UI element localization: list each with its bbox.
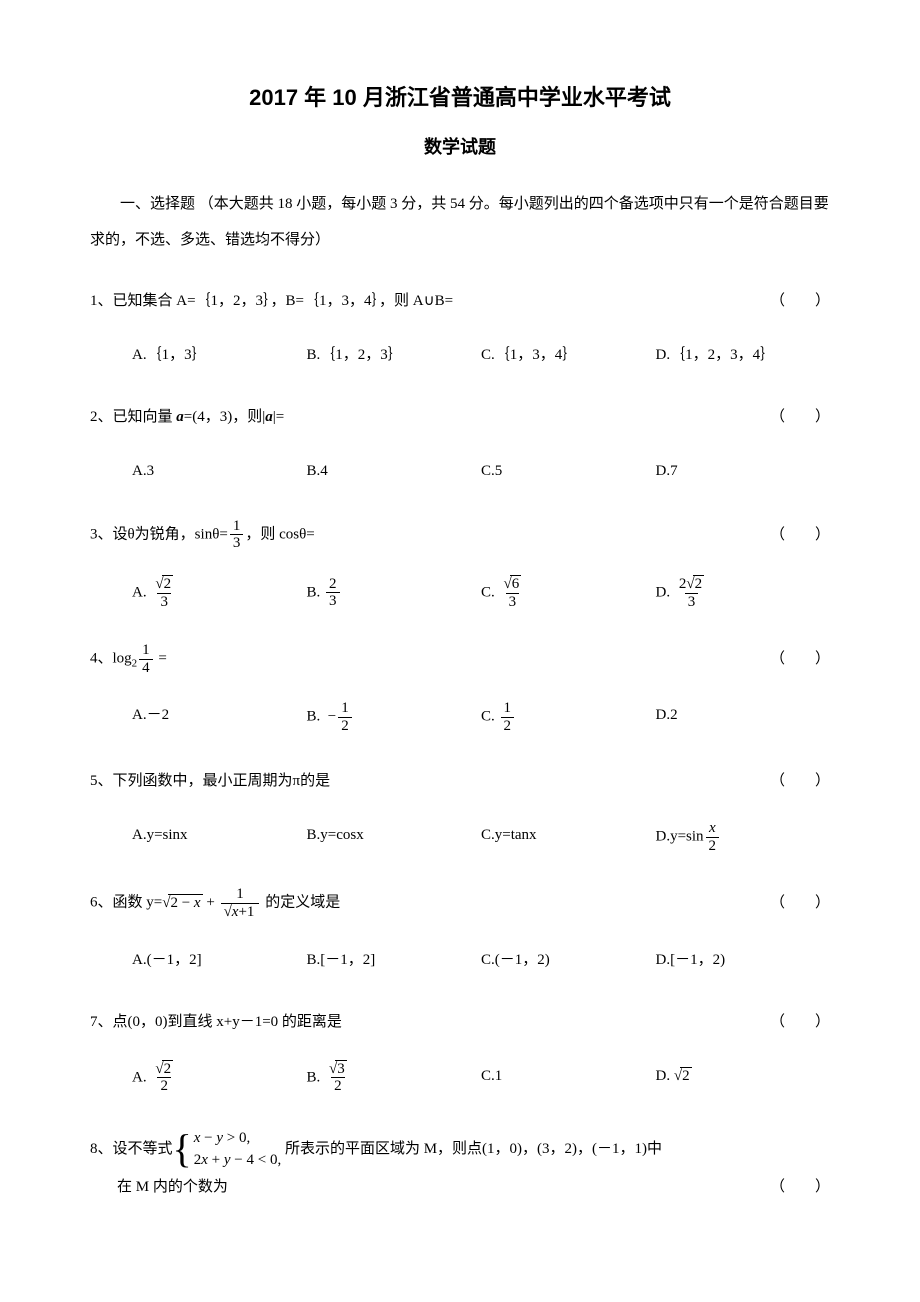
answer-paren: （ ） <box>750 766 830 796</box>
option-C: C.y=tanx <box>481 820 656 854</box>
option-B: B.y=cosx <box>307 820 482 854</box>
question-stem: 4、log214 =（ ） <box>90 642 830 676</box>
answer-paren: （ ） <box>750 888 830 918</box>
option-D: D.y=sinx2 <box>656 820 831 854</box>
question-stem: 6、函数 y=2 − x + 1x+1 的定义域是（ ） <box>90 886 830 920</box>
options-row: A.－2B. −12C. 12D.2 <box>90 700 830 734</box>
option-D: D. 223 <box>656 576 831 610</box>
question-text: 6、函数 y=2 − x + 1x+1 的定义域是 <box>90 886 750 920</box>
options-row: A.y=sinxB.y=cosxC.y=tanxD.y=sinx2 <box>90 820 830 854</box>
option-A: A.3 <box>132 456 307 486</box>
continuation-text: 在 M 内的个数为 <box>117 1172 750 1202</box>
exam-subtitle: 数学试题 <box>90 133 830 162</box>
option-C: C. 12 <box>481 700 656 734</box>
options-row: A.｛1，3｝B.｛1，2，3｝C.｛1，3，4｝D.｛1，2，3，4｝ <box>90 340 830 370</box>
option-B: B. 32 <box>307 1061 482 1095</box>
option-A: A.(－1，2] <box>132 945 307 975</box>
question-5: 5、下列函数中，最小正周期为π的是（ ） A.y=sinxB.y=cosxC.y=… <box>90 766 830 854</box>
exam-title: 2017 年 10 月浙江省普通高中学业水平考试 <box>90 80 830 115</box>
option-C: C.(－1，2) <box>481 945 656 975</box>
question-continuation: 在 M 内的个数为（ ） <box>90 1172 830 1202</box>
answer-paren: （ ） <box>750 644 830 674</box>
question-3: 3、设θ为锐角，sinθ=13，则 cosθ=（ ） A. 23B. 23C. 6… <box>90 518 830 610</box>
option-C: C. 63 <box>481 576 656 610</box>
option-B: B.[－1，2] <box>307 945 482 975</box>
option-A: A.｛1，3｝ <box>132 340 307 370</box>
question-text: 5、下列函数中，最小正周期为π的是 <box>90 766 750 796</box>
option-B: B. 23 <box>307 576 482 610</box>
question-text: 7、点(0，0)到直线 x+y－1=0 的距离是 <box>90 1007 750 1037</box>
question-stem: 8、设不等式{x − y > 0,2x + y − 4 < 0, 所表示的平面区… <box>90 1127 830 1172</box>
option-C: C.1 <box>481 1061 656 1095</box>
question-text: 2、已知向量 a=(4，3)，则|a|= <box>90 402 750 432</box>
option-D: D. 2 <box>656 1061 831 1095</box>
option-D: D.2 <box>656 700 831 734</box>
question-text: 4、log214 = <box>90 642 750 676</box>
option-B: B. −12 <box>307 700 482 734</box>
option-B: B.｛1，2，3｝ <box>307 340 482 370</box>
option-A: A.－2 <box>132 700 307 734</box>
question-text: 1、已知集合 A=｛1，2，3｝，B=｛1，3，4｝，则 A∪B= <box>90 286 750 316</box>
options-row: A. 23B. 23C. 63D. 223 <box>90 576 830 610</box>
question-8: 8、设不等式{x − y > 0,2x + y − 4 < 0, 所表示的平面区… <box>90 1127 830 1202</box>
question-2: 2、已知向量 a=(4，3)，则|a|=（ ） A.3B.4C.5D.7 <box>90 402 830 486</box>
answer-paren: （ ） <box>750 1172 830 1202</box>
options-row: A. 22B. 32C.1D. 2 <box>90 1061 830 1095</box>
question-stem: 1、已知集合 A=｛1，2，3｝，B=｛1，3，4｝，则 A∪B=（ ） <box>90 286 830 316</box>
answer-paren: （ ） <box>750 286 830 316</box>
options-row: A.(－1，2]B.[－1，2]C.(－1，2)D.[－1，2) <box>90 945 830 975</box>
answer-paren: （ ） <box>750 1007 830 1037</box>
question-6: 6、函数 y=2 − x + 1x+1 的定义域是（ ） A.(－1，2]B.[－… <box>90 886 830 974</box>
option-D: D.｛1，2，3，4｝ <box>656 340 831 370</box>
questions-container: 1、已知集合 A=｛1，2，3｝，B=｛1，3，4｝，则 A∪B=（ ）A.｛1… <box>90 286 830 1202</box>
question-stem: 7、点(0，0)到直线 x+y－1=0 的距离是（ ） <box>90 1007 830 1037</box>
option-A: A.y=sinx <box>132 820 307 854</box>
section-intro: 一、选择题 （本大题共 18 小题，每小题 3 分，共 54 分。每小题列出的四… <box>90 186 830 258</box>
option-C: C.｛1，3，4｝ <box>481 340 656 370</box>
question-text: 8、设不等式{x − y > 0,2x + y − 4 < 0, 所表示的平面区… <box>90 1127 830 1172</box>
question-1: 1、已知集合 A=｛1，2，3｝，B=｛1，3，4｝，则 A∪B=（ ） A.｛1… <box>90 286 830 370</box>
option-B: B.4 <box>307 456 482 486</box>
options-row: A.3B.4C.5D.7 <box>90 456 830 486</box>
option-D: D.[－1，2) <box>656 945 831 975</box>
option-A: A. 22 <box>132 1061 307 1095</box>
answer-paren: （ ） <box>750 520 830 550</box>
answer-paren: （ ） <box>750 402 830 432</box>
option-A: A. 23 <box>132 576 307 610</box>
question-stem: 5、下列函数中，最小正周期为π的是（ ） <box>90 766 830 796</box>
option-D: D.7 <box>656 456 831 486</box>
question-4: 4、log214 =（ ） A.－2B. −12C. 12D.2 <box>90 642 830 734</box>
question-text: 3、设θ为锐角，sinθ=13，则 cosθ= <box>90 518 750 552</box>
question-stem: 3、设θ为锐角，sinθ=13，则 cosθ=（ ） <box>90 518 830 552</box>
option-C: C.5 <box>481 456 656 486</box>
question-stem: 2、已知向量 a=(4，3)，则|a|=（ ） <box>90 402 830 432</box>
question-7: 7、点(0，0)到直线 x+y－1=0 的距离是（ ） A. 22B. 32C.1… <box>90 1007 830 1095</box>
